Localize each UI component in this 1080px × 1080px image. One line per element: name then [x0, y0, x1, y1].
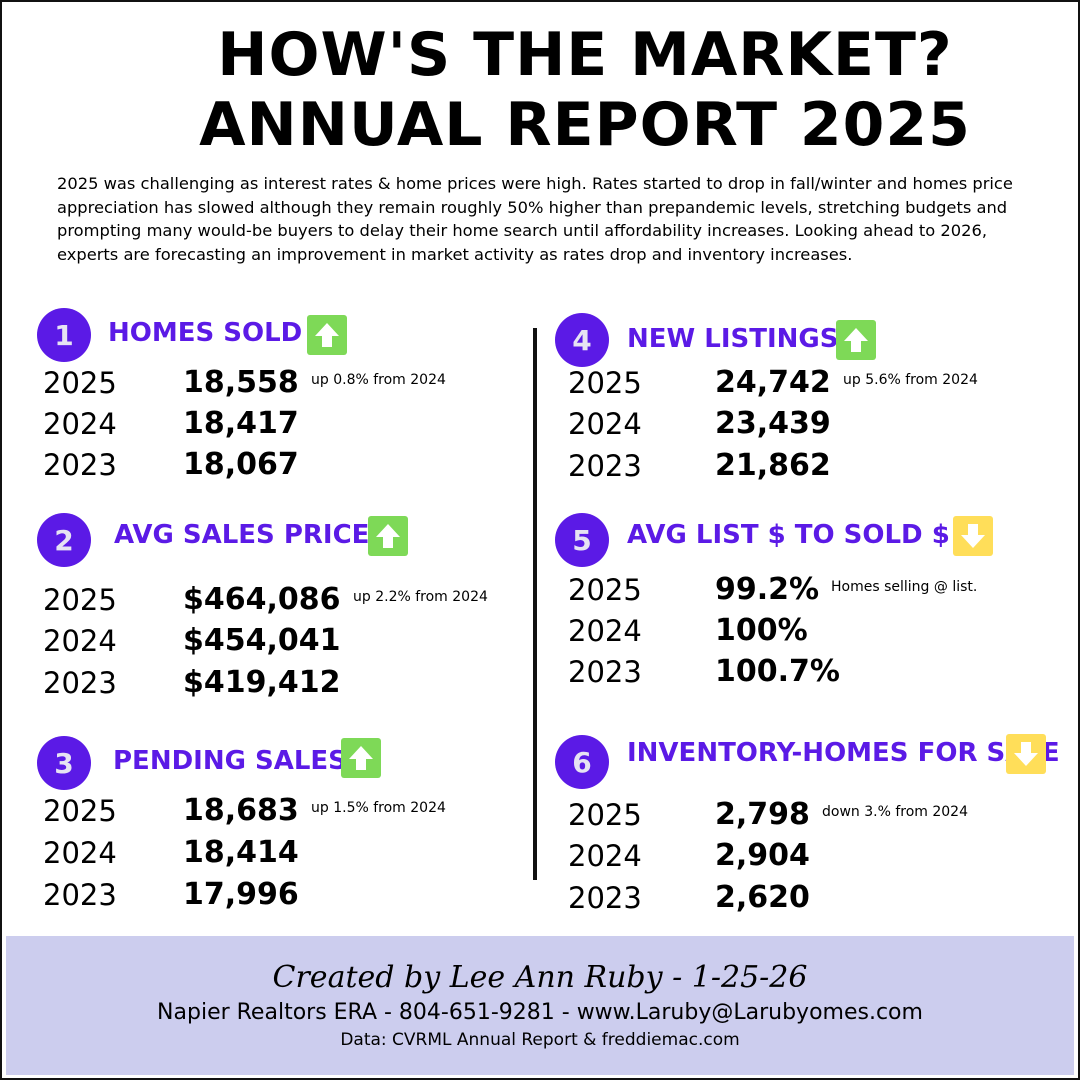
- contact-line: Napier Realtors ERA - 804-651-9281 - www…: [157, 1000, 923, 1025]
- signature: Created by Lee Ann Ruby - 1-25-26: [272, 960, 808, 995]
- row-change-note: up 5.6% from 2024: [843, 372, 978, 388]
- section-title: HOMES SOLD: [108, 318, 303, 348]
- row-year: 2024: [43, 836, 117, 870]
- section-number-badge: 2: [37, 513, 91, 567]
- row-value: 100%: [715, 613, 808, 648]
- row-value: $454,041: [183, 623, 341, 658]
- row-year: 2023: [568, 881, 642, 915]
- row-change-note: up 1.5% from 2024: [311, 800, 446, 816]
- row-value: 23,439: [715, 406, 831, 441]
- row-change-note: down 3.% from 2024: [822, 804, 968, 820]
- section-title: INVENTORY-HOMES FOR SALE: [627, 738, 1060, 768]
- arrow-down-icon: [953, 516, 993, 556]
- row-value: $464,086: [183, 582, 341, 617]
- row-year: 2023: [568, 449, 642, 483]
- row-value: 21,862: [715, 448, 831, 483]
- row-value: 18,683: [183, 793, 299, 828]
- title-line-1: HOW'S THE MARKET?: [217, 20, 953, 90]
- row-value: 17,996: [183, 877, 299, 912]
- row-year: 2025: [43, 366, 117, 400]
- section-number-badge: 5: [555, 513, 609, 567]
- row-value: 99.2%: [715, 572, 820, 607]
- arrow-up-icon: [307, 315, 347, 355]
- section-title: AVG LIST $ TO SOLD $: [627, 520, 950, 550]
- section-number-badge: 6: [555, 735, 609, 789]
- arrow-up-icon: [368, 516, 408, 556]
- arrow-up-icon: [341, 738, 381, 778]
- row-year: 2025: [568, 573, 642, 607]
- row-value: 2,798: [715, 797, 810, 832]
- row-change-note: Homes selling @ list.: [831, 579, 978, 595]
- row-value: 18,067: [183, 447, 299, 482]
- data-source: Data: CVRML Annual Report & freddiemac.c…: [340, 1030, 740, 1050]
- section-number-badge: 1: [37, 308, 91, 362]
- row-value: 18,558: [183, 365, 299, 400]
- row-year: 2025: [43, 794, 117, 828]
- section-title: AVG SALES PRICE: [114, 520, 370, 550]
- section-number-badge: 3: [37, 736, 91, 790]
- row-year: 2023: [43, 878, 117, 912]
- row-year: 2024: [568, 407, 642, 441]
- row-value: 100.7%: [715, 654, 840, 689]
- row-value: 24,742: [715, 365, 831, 400]
- section-title: NEW LISTINGS: [627, 324, 839, 354]
- row-year: 2023: [568, 655, 642, 689]
- row-value: 2,904: [715, 838, 810, 873]
- row-year: 2024: [568, 614, 642, 648]
- intro-paragraph: 2025 was challenging as interest rates &…: [57, 174, 1013, 264]
- row-value: 18,414: [183, 835, 299, 870]
- row-year: 2025: [568, 798, 642, 832]
- arrow-up-icon: [836, 320, 876, 360]
- row-value: $419,412: [183, 665, 341, 700]
- row-year: 2025: [43, 583, 117, 617]
- section-number-badge: 4: [555, 313, 609, 367]
- row-year: 2024: [568, 839, 642, 873]
- row-year: 2023: [43, 666, 117, 700]
- row-change-note: up 0.8% from 2024: [311, 372, 446, 388]
- footer: Created by Lee Ann Ruby - 1-25-26 Napier…: [6, 936, 1074, 1075]
- row-year: 2024: [43, 624, 117, 658]
- section-title: PENDING SALES: [113, 746, 347, 776]
- row-value: 2,620: [715, 880, 810, 915]
- arrow-down-icon: [1006, 734, 1046, 774]
- row-change-note: up 2.2% from 2024: [353, 589, 488, 605]
- row-value: 18,417: [183, 406, 299, 441]
- row-year: 2023: [43, 448, 117, 482]
- column-divider: [533, 328, 537, 880]
- row-year: 2024: [43, 407, 117, 441]
- title-line-2: ANNUAL REPORT 2025: [199, 90, 971, 160]
- row-year: 2025: [568, 366, 642, 400]
